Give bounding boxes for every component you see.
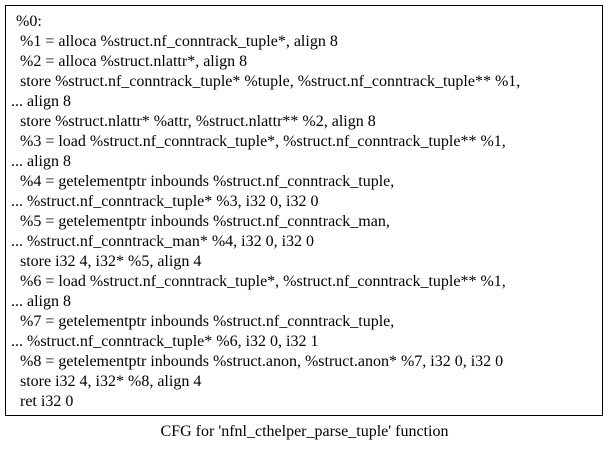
instruction-line-19: ret i32 0 xyxy=(16,393,74,410)
continuation-line-14: ... align 8 xyxy=(11,293,71,310)
continuation-line-11: ... %struct.nf_conntrack_man* %4, i32 0,… xyxy=(11,233,315,250)
instruction-line-1: %1 = alloca %struct.nf_conntrack_tuple*,… xyxy=(16,33,338,50)
instruction-line-13: %6 = load %struct.nf_conntrack_tuple*, %… xyxy=(16,273,506,290)
instruction-line-15: %7 = getelementptr inbounds %struct.nf_c… xyxy=(16,313,395,330)
instruction-line-2: %2 = alloca %struct.nlattr*, align 8 xyxy=(16,53,248,70)
instruction-line-5: store %struct.nlattr* %attr, %struct.nla… xyxy=(16,113,376,130)
graph-caption: CFG for 'nfnl_cthelper_parse_tuple' func… xyxy=(160,423,449,440)
instruction-line-3: store %struct.nf_conntrack_tuple* %tuple… xyxy=(16,73,521,90)
continuation-line-9: ... %struct.nf_conntrack_tuple* %3, i32 … xyxy=(11,193,319,210)
continuation-line-16: ... %struct.nf_conntrack_tuple* %6, i32 … xyxy=(11,333,319,350)
cfg-basic-block: %0: %1 = alloca %struct.nf_conntrack_tup… xyxy=(5,5,603,416)
instruction-line-6: %3 = load %struct.nf_conntrack_tuple*, %… xyxy=(16,133,506,150)
continuation-line-4: ... align 8 xyxy=(11,93,71,110)
instruction-line-18: store i32 4, i32* %8, align 4 xyxy=(16,373,202,390)
instruction-line-12: store i32 4, i32* %5, align 4 xyxy=(16,253,202,270)
instruction-line-10: %5 = getelementptr inbounds %struct.nf_c… xyxy=(16,213,390,230)
block-label: %0: xyxy=(16,13,42,30)
instruction-line-17: %8 = getelementptr inbounds %struct.anon… xyxy=(16,353,504,370)
continuation-line-7: ... align 8 xyxy=(11,153,71,170)
instruction-line-8: %4 = getelementptr inbounds %struct.nf_c… xyxy=(16,173,395,190)
